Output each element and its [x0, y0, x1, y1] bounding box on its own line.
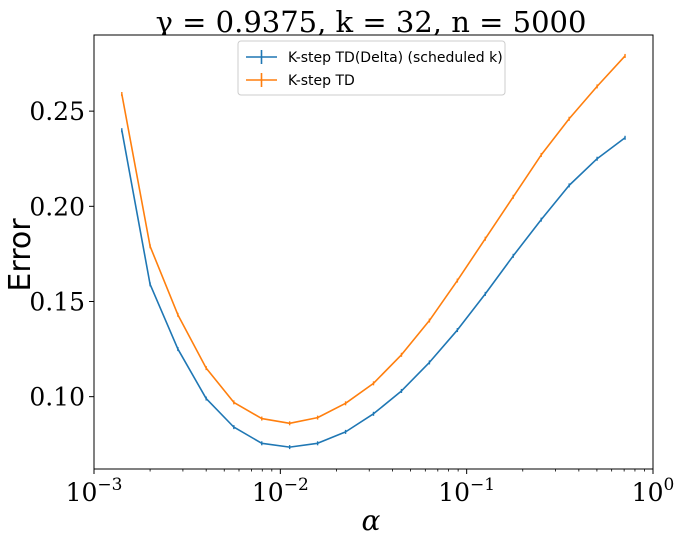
legend-box: [237, 40, 506, 96]
y-tick-label-0: 0.10: [29, 383, 85, 412]
x-tick-label-1: 10−2: [252, 475, 309, 507]
x-tick-label-0: 10−3: [66, 475, 123, 507]
legend-entry-2: K-step TD: [246, 73, 355, 89]
x-tick-label-2: 10−1: [438, 475, 495, 507]
x-axis-label: α: [362, 504, 381, 537]
x-tick-label-3: 100: [632, 475, 674, 507]
plot-frame: [93, 34, 654, 470]
x-axis-ticks: 10−3 10−2 10−1 100: [66, 469, 674, 507]
legend: K-step TD(Delta) (scheduled k) K-step TD: [237, 40, 506, 96]
legend-entry-1: K-step TD(Delta) (scheduled k): [246, 50, 503, 66]
legend-label-1: K-step TD(Delta) (scheduled k): [288, 50, 503, 66]
y-tick-label-2: 0.20: [29, 192, 85, 221]
y-tick-label-1: 0.15: [29, 287, 85, 316]
y-tick-label-3: 0.25: [29, 97, 85, 126]
y-axis-label: Error: [3, 218, 38, 292]
y-axis-ticks: 0.10 0.15 0.20 0.25: [29, 97, 94, 412]
plot-area: [94, 35, 653, 469]
series-lines: [121, 53, 626, 450]
chart-title: γ = 0.9375, k = 32, n = 5000: [156, 5, 587, 39]
legend-label-2: K-step TD: [288, 73, 355, 89]
